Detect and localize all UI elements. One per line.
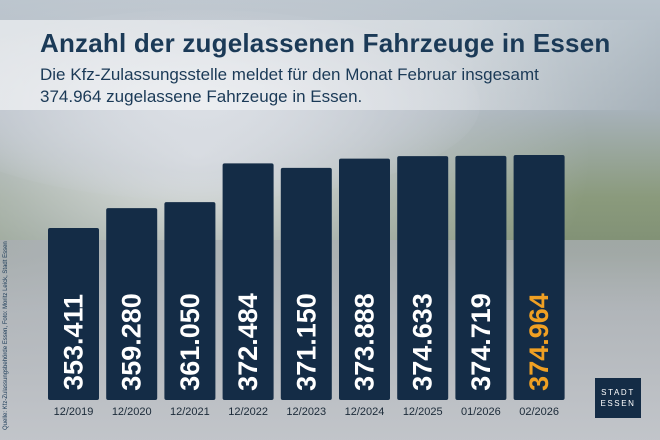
x-tick-label: 01/2026	[461, 406, 501, 418]
bar-01-2026	[455, 155, 507, 400]
bar-12-2019	[48, 228, 99, 400]
x-tick-label: 02/2026	[519, 406, 559, 418]
bar-value-label: 371.150	[291, 293, 321, 391]
bar-02-2026	[513, 155, 565, 400]
x-tick-label: 12/2024	[345, 406, 385, 418]
logo-line-1: STADT	[601, 388, 635, 397]
source-note: Quelle: Kfz-Zulassungsbehörde Essen, Fot…	[3, 241, 9, 430]
x-tick-label: 12/2019	[54, 406, 94, 418]
bar-12-2020	[106, 208, 158, 400]
x-tick-label: 12/2025	[403, 406, 443, 418]
page-title: Anzahl der zugelassenen Fahrzeuge in Ess…	[40, 28, 611, 58]
x-tick-label: 12/2021	[170, 406, 210, 418]
bar-value-label: 374.719	[466, 293, 496, 391]
bar-12-2023	[280, 167, 332, 400]
stadt-essen-logo: STADT ESSEN	[595, 378, 641, 418]
x-tick-label: 12/2022	[228, 406, 268, 418]
logo-line-2: ESSEN	[600, 399, 636, 408]
page-subtitle: Die Kfz-Zulassungsstelle meldet für den …	[40, 65, 539, 106]
bar-12-2022	[222, 163, 274, 400]
bar-12-2021	[164, 202, 216, 400]
bar-value-label: 373.888	[350, 293, 380, 391]
bar-value-label: 359.280	[117, 293, 147, 391]
bar-value-label: 374.964	[524, 293, 554, 391]
bar-12-2024	[339, 158, 390, 400]
header-backdrop	[0, 20, 660, 110]
x-tick-label: 12/2023	[286, 406, 326, 418]
bar-value-label: 374.633	[408, 293, 438, 391]
bar-value-label: 353.411	[59, 294, 89, 390]
bar-value-label: 372.484	[233, 293, 263, 391]
x-tick-label: 12/2020	[112, 406, 152, 418]
bar-value-label: 361.050	[175, 293, 205, 391]
bar-12-2025	[397, 156, 449, 400]
